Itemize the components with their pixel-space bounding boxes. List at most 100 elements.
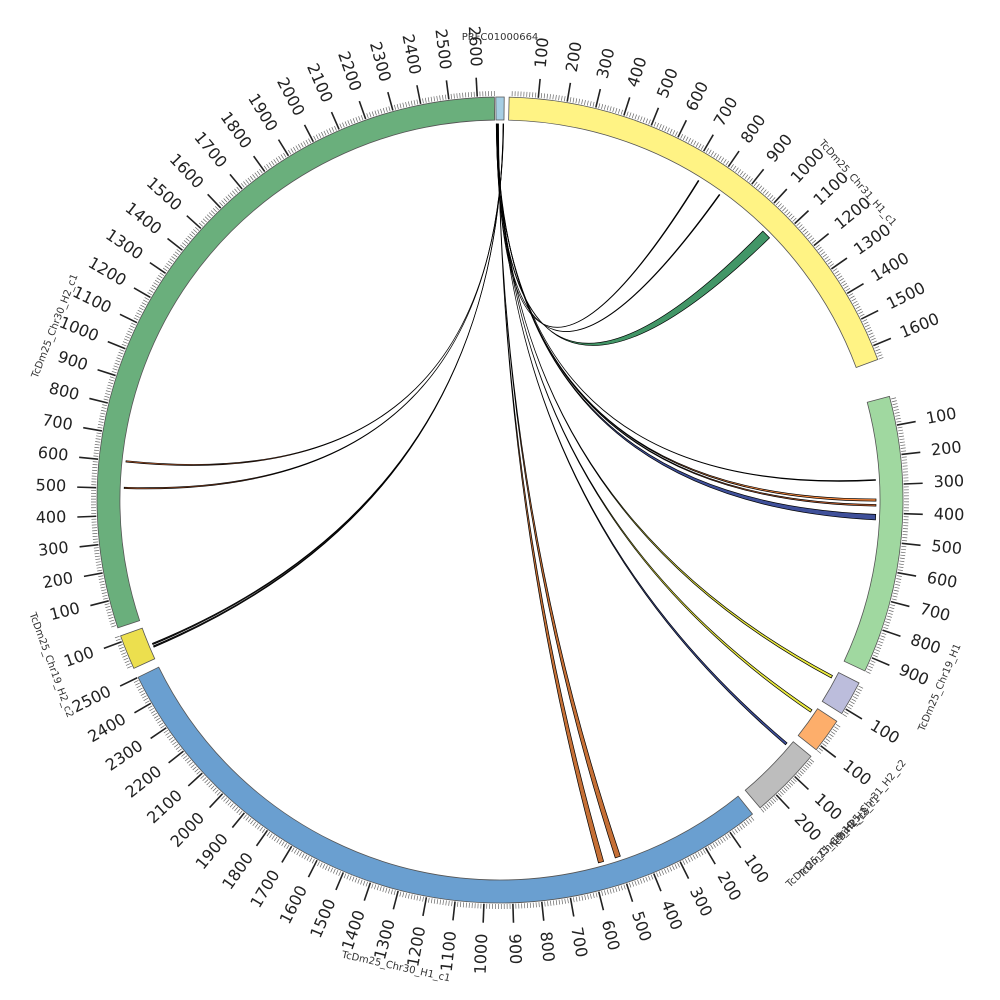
- minor-tick: [328, 128, 332, 134]
- minor-tick: [549, 94, 551, 100]
- minor-tick: [894, 412, 900, 414]
- minor-tick: [101, 407, 107, 409]
- minor-tick: [855, 306, 861, 309]
- minor-tick: [158, 275, 163, 279]
- minor-tick: [137, 687, 143, 691]
- minor-tick: [374, 110, 377, 116]
- major-tick: [794, 210, 810, 225]
- minor-tick: [609, 106, 612, 112]
- minor-tick: [379, 886, 382, 892]
- minor-tick: [634, 880, 637, 886]
- minor-tick: [131, 322, 136, 326]
- minor-tick: [804, 230, 809, 235]
- minor-tick: [450, 93, 452, 99]
- minor-tick: [877, 643, 883, 647]
- minor-tick: [306, 856, 310, 861]
- minor-tick: [742, 172, 746, 178]
- minor-tick: [790, 779, 795, 784]
- minor-tick: [645, 876, 648, 882]
- minor-tick: [342, 122, 345, 128]
- minor-tick: [388, 106, 391, 112]
- minor-tick: [762, 189, 767, 194]
- tick-label: 2600: [465, 25, 486, 67]
- minor-tick: [572, 97, 575, 103]
- minor-tick: [900, 554, 906, 557]
- minor-tick: [106, 608, 112, 611]
- minor-tick: [771, 197, 776, 202]
- minor-tick: [899, 438, 905, 441]
- minor-tick: [174, 251, 180, 256]
- minor-tick: [457, 901, 459, 907]
- minor-tick: [720, 838, 724, 844]
- minor-tick: [898, 563, 904, 566]
- minor-tick: [439, 95, 441, 101]
- major-tick: [107, 340, 126, 350]
- minor-tick: [775, 201, 780, 206]
- minor-tick: [737, 169, 742, 174]
- major-tick: [77, 515, 97, 518]
- minor-tick: [331, 127, 335, 132]
- minor-tick: [137, 309, 143, 313]
- minor-tick: [366, 113, 369, 119]
- minor-tick: [631, 113, 635, 119]
- minor-tick: [296, 850, 300, 856]
- tick-label: 2200: [334, 49, 365, 94]
- major-tick: [187, 772, 203, 787]
- minor-tick: [276, 838, 280, 843]
- minor-tick: [692, 854, 696, 860]
- minor-tick: [94, 446, 100, 449]
- minor-tick: [394, 104, 396, 110]
- minor-tick: [433, 898, 436, 904]
- minor-tick: [382, 107, 385, 113]
- minor-tick: [243, 814, 247, 819]
- minor-tick: [436, 95, 438, 101]
- minor-tick: [184, 757, 190, 762]
- minor-tick: [181, 242, 187, 247]
- minor-tick: [167, 734, 172, 739]
- minor-tick: [210, 210, 215, 215]
- tick-label: 1500: [143, 173, 186, 214]
- minor-tick: [592, 101, 595, 107]
- tick-label: 1700: [246, 866, 283, 911]
- minor-tick: [106, 387, 112, 390]
- segment-band: [137, 666, 754, 904]
- tick-label: 300: [593, 46, 619, 80]
- minor-tick: [736, 826, 741, 832]
- minor-tick: [291, 847, 295, 853]
- minor-tick: [138, 307, 144, 311]
- minor-tick: [318, 133, 322, 138]
- minor-tick: [456, 93, 458, 99]
- minor-tick: [118, 646, 124, 650]
- minor-tick: [114, 635, 120, 639]
- minor-tick: [727, 833, 731, 839]
- minor-tick: [892, 595, 898, 598]
- minor-tick: [760, 187, 765, 192]
- minor-tick: [712, 843, 716, 848]
- minor-tick: [877, 354, 883, 357]
- minor-tick: [134, 314, 140, 318]
- minor-tick: [868, 665, 874, 669]
- minor-tick: [140, 692, 146, 696]
- tick-label: 2500: [431, 28, 455, 71]
- minor-tick: [143, 299, 148, 303]
- major-tick: [702, 134, 714, 152]
- minor-tick: [453, 93, 455, 99]
- minor-tick: [799, 770, 804, 775]
- minor-tick: [293, 848, 297, 854]
- minor-tick: [181, 753, 186, 757]
- minor-tick: [136, 312, 141, 316]
- minor-tick: [330, 867, 334, 873]
- minor-tick: [278, 839, 283, 845]
- major-tick: [537, 78, 541, 98]
- minor-tick: [780, 205, 785, 210]
- tick-label: 1400: [868, 248, 913, 285]
- minor-tick: [851, 698, 857, 702]
- minor-tick: [118, 351, 124, 355]
- minor-tick: [376, 885, 379, 891]
- minor-tick: [772, 798, 777, 803]
- major-tick: [83, 426, 103, 432]
- minor-tick: [896, 575, 902, 577]
- minor-tick: [581, 895, 584, 901]
- minor-tick: [589, 893, 592, 899]
